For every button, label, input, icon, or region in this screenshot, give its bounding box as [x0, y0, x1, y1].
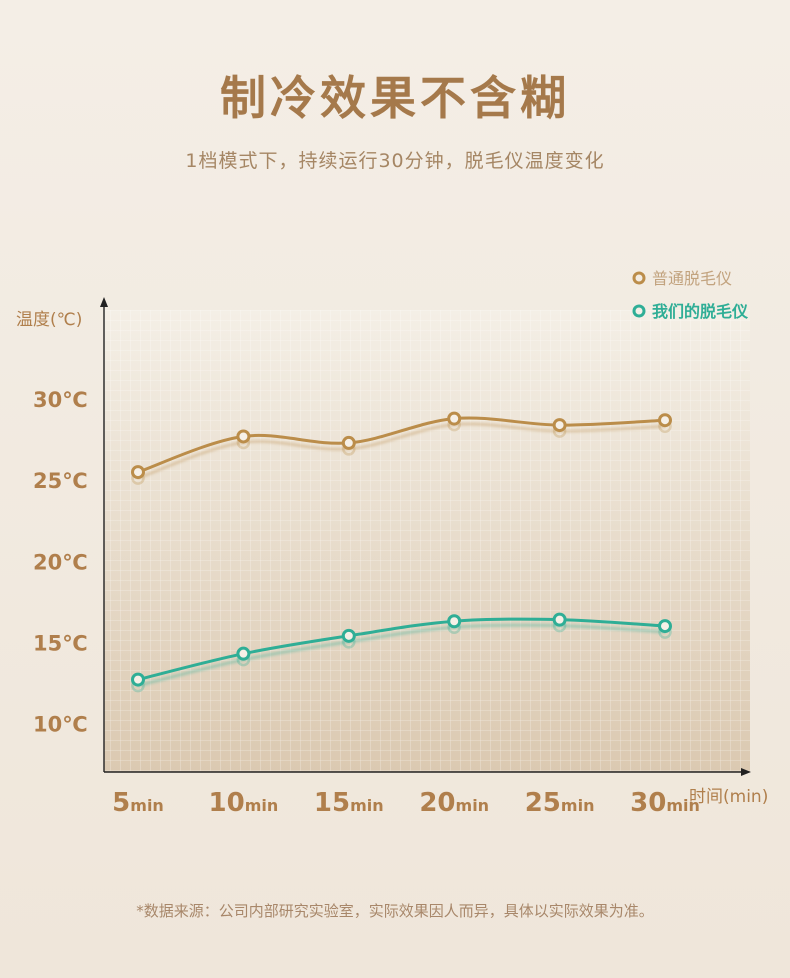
y-tick-label: 20℃ — [33, 550, 88, 574]
series-point-ours — [341, 628, 356, 643]
legend-marker-ours — [632, 304, 646, 318]
series-point-ours — [236, 646, 251, 661]
series-point-ours — [131, 672, 145, 687]
series-point-normal — [552, 418, 567, 433]
series-point-ours — [658, 619, 672, 634]
x-tick-label: 20min — [419, 788, 489, 818]
legend-item-ours: 我们的脱毛仪 — [632, 302, 749, 321]
series-point-normal — [447, 411, 462, 426]
series-point-ours — [447, 614, 462, 629]
x-axis-title: 时间(min) — [689, 787, 768, 807]
y-axis-title: 温度(℃) — [16, 310, 82, 330]
page-subtitle: 1档模式下，持续运行30分钟，脱毛仪温度变化 — [185, 150, 605, 172]
legend: 普通脱毛仪 我们的脱毛仪 — [632, 269, 749, 321]
y-tick-label: 25℃ — [33, 469, 88, 493]
series-line-ours — [137, 617, 666, 682]
y-axis-arrow — [100, 297, 108, 307]
series-point-normal — [658, 413, 672, 428]
series-point-normal — [341, 435, 356, 450]
y-tick-labels: 30℃ 25℃ 20℃ 15℃ 10℃ — [33, 388, 88, 736]
footnote: *数据来源：公司内部研究实验室，实际效果因人而异，具体以实际效果为准。 — [136, 902, 654, 920]
series-point-normal — [131, 465, 145, 480]
x-tick-label: 25min — [525, 788, 595, 818]
x-tick-label: 5min — [112, 788, 164, 818]
page-title: 制冷效果不含糊 — [220, 71, 570, 125]
legend-label-ours: 我们的脱毛仪 — [652, 302, 749, 321]
x-tick-labels: 5min 10min 15min 20min 25min 30min — [112, 788, 700, 818]
series-line-shadow-ours — [137, 623, 666, 688]
series-point-ours — [552, 612, 567, 627]
y-tick-label: 10℃ — [33, 712, 88, 736]
x-tick-label: 10min — [209, 788, 279, 818]
x-tick-label: 30min — [630, 788, 700, 818]
series-line-normal — [137, 416, 666, 474]
y-tick-label: 30℃ — [33, 388, 88, 412]
legend-label-normal: 普通脱毛仪 — [652, 269, 732, 288]
x-tick-label: 15min — [314, 788, 384, 818]
legend-item-normal: 普通脱毛仪 — [632, 269, 732, 288]
series-layer — [131, 411, 672, 693]
y-tick-label: 15℃ — [33, 631, 88, 655]
x-axis-arrow — [741, 768, 751, 776]
legend-marker-normal — [632, 271, 646, 285]
series-line-shadow-normal — [137, 422, 666, 480]
series-point-normal — [236, 429, 251, 444]
plot-grid — [104, 310, 750, 772]
